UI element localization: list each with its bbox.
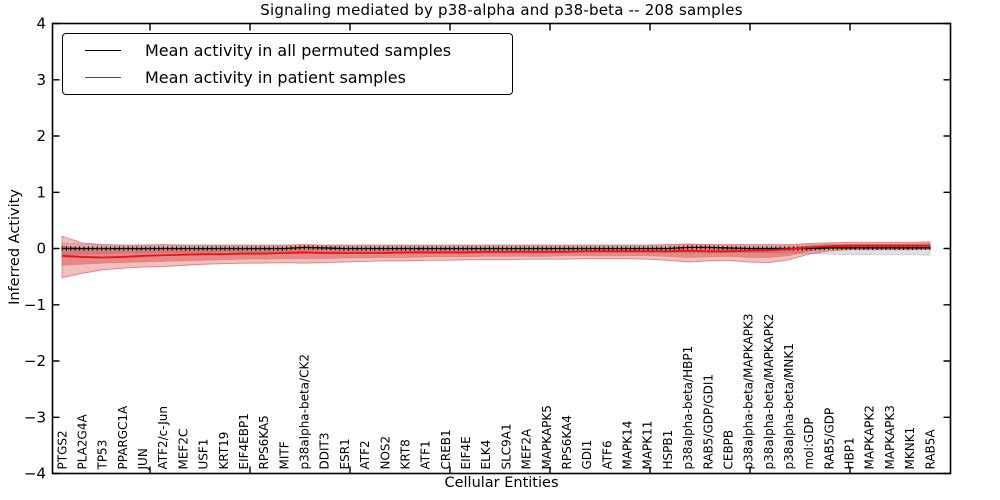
x-category-label: ATF2 bbox=[358, 440, 372, 469]
legend-item-permuted: Mean activity in all permuted samples bbox=[63, 37, 512, 63]
x-category-label: ATF6 bbox=[600, 440, 614, 469]
x-category-label: p38alpha-beta/MAPKAPK2 bbox=[762, 314, 776, 470]
x-category-label: KRT8 bbox=[399, 439, 413, 469]
x-category-label: RAB5A bbox=[923, 429, 937, 470]
y-tick-label: 0 bbox=[36, 240, 46, 258]
y-tick-label: 1 bbox=[36, 183, 46, 201]
x-category-label: ELK4 bbox=[479, 440, 493, 470]
x-category-label: NOS2 bbox=[378, 436, 392, 470]
y-tick-label: 4 bbox=[36, 15, 46, 33]
x-category-label: MAPKAPK2 bbox=[863, 405, 877, 469]
patient-mean-line bbox=[61, 244, 930, 259]
x-category-label: GDI1 bbox=[580, 440, 594, 470]
x-axis-label: Cellular Entities bbox=[444, 475, 559, 491]
y-axis-ticks bbox=[52, 22, 951, 475]
x-category-label: KRT19 bbox=[217, 432, 231, 470]
y-tick-label: 3 bbox=[36, 71, 46, 89]
x-category-label: MEF2A bbox=[520, 428, 534, 469]
x-category-label: ATF1 bbox=[419, 440, 433, 469]
x-category-label: RAB5/GDP/GDI1 bbox=[701, 374, 715, 470]
x-category-label: SLC9A1 bbox=[499, 423, 513, 469]
x-category-label: MAPKAPK5 bbox=[540, 405, 554, 469]
x-category-label: mol:GDP bbox=[802, 417, 816, 469]
x-category-label: MAPK14 bbox=[621, 421, 635, 470]
x-category-label: HBP1 bbox=[843, 437, 857, 469]
y-tick-label: −1 bbox=[24, 296, 46, 314]
x-category-label: p38alpha-beta/HBP1 bbox=[681, 346, 695, 470]
x-category-label: EIF4EBP1 bbox=[237, 413, 251, 469]
chart-title: Signaling mediated by p38-alpha and p38-… bbox=[260, 1, 743, 19]
x-category-label: MAPK11 bbox=[641, 421, 655, 470]
legend-box: Mean activity in all permuted samples Me… bbox=[62, 33, 513, 95]
x-category-label: CEBPB bbox=[721, 430, 735, 470]
x-category-label: TP53 bbox=[96, 440, 110, 471]
x-category-label: MEF2C bbox=[176, 429, 190, 470]
legend-item-patient: Mean activity in patient samples bbox=[63, 65, 512, 91]
x-category-label: PTGS2 bbox=[55, 430, 69, 469]
y-tick-label: −3 bbox=[24, 408, 46, 426]
x-category-label: p38alpha-beta/CK2 bbox=[298, 354, 312, 469]
x-category-label: RAB5/GDP bbox=[822, 408, 836, 470]
legend-line-permuted-icon bbox=[85, 49, 121, 51]
x-category-label: MAPKAPK3 bbox=[883, 405, 897, 469]
y-tick-label: 2 bbox=[36, 127, 46, 145]
legend-line-patient-icon bbox=[85, 77, 121, 79]
x-category-label: PPARGC1A bbox=[116, 405, 130, 470]
x-category-label: DDIT3 bbox=[318, 433, 332, 470]
x-category-label: MKNK1 bbox=[903, 427, 917, 470]
x-category-label: MITF bbox=[277, 441, 291, 469]
x-category-label: CREB1 bbox=[439, 429, 453, 469]
x-axis-ticks bbox=[149, 23, 851, 474]
permuted-line-markers bbox=[61, 245, 931, 251]
x-category-label: ESR1 bbox=[338, 438, 352, 469]
x-category-label: PLA2G4A bbox=[76, 414, 90, 470]
y-tick-label: −2 bbox=[24, 352, 46, 370]
x-category-label: HSPB1 bbox=[661, 430, 675, 470]
x-category-label: USF1 bbox=[197, 439, 211, 470]
legend-label-patient: Mean activity in patient samples bbox=[145, 68, 406, 88]
x-category-label: RPS6KA5 bbox=[257, 415, 271, 469]
x-category-label: p38alpha-beta/MAPKAPK3 bbox=[742, 314, 756, 470]
y-tick-label: −4 bbox=[24, 465, 46, 483]
x-category-label: ATF2/c-Jun bbox=[156, 406, 170, 470]
x-category-label: p38alpha-beta/MNK1 bbox=[782, 343, 796, 469]
x-category-label: EIF4E bbox=[459, 436, 473, 469]
y-axis-label: Inferred Activity bbox=[7, 189, 23, 305]
x-category-label: RPS6KA4 bbox=[560, 415, 574, 469]
x-category-label: JUN bbox=[136, 448, 150, 470]
legend-label-permuted: Mean activity in all permuted samples bbox=[145, 40, 452, 60]
